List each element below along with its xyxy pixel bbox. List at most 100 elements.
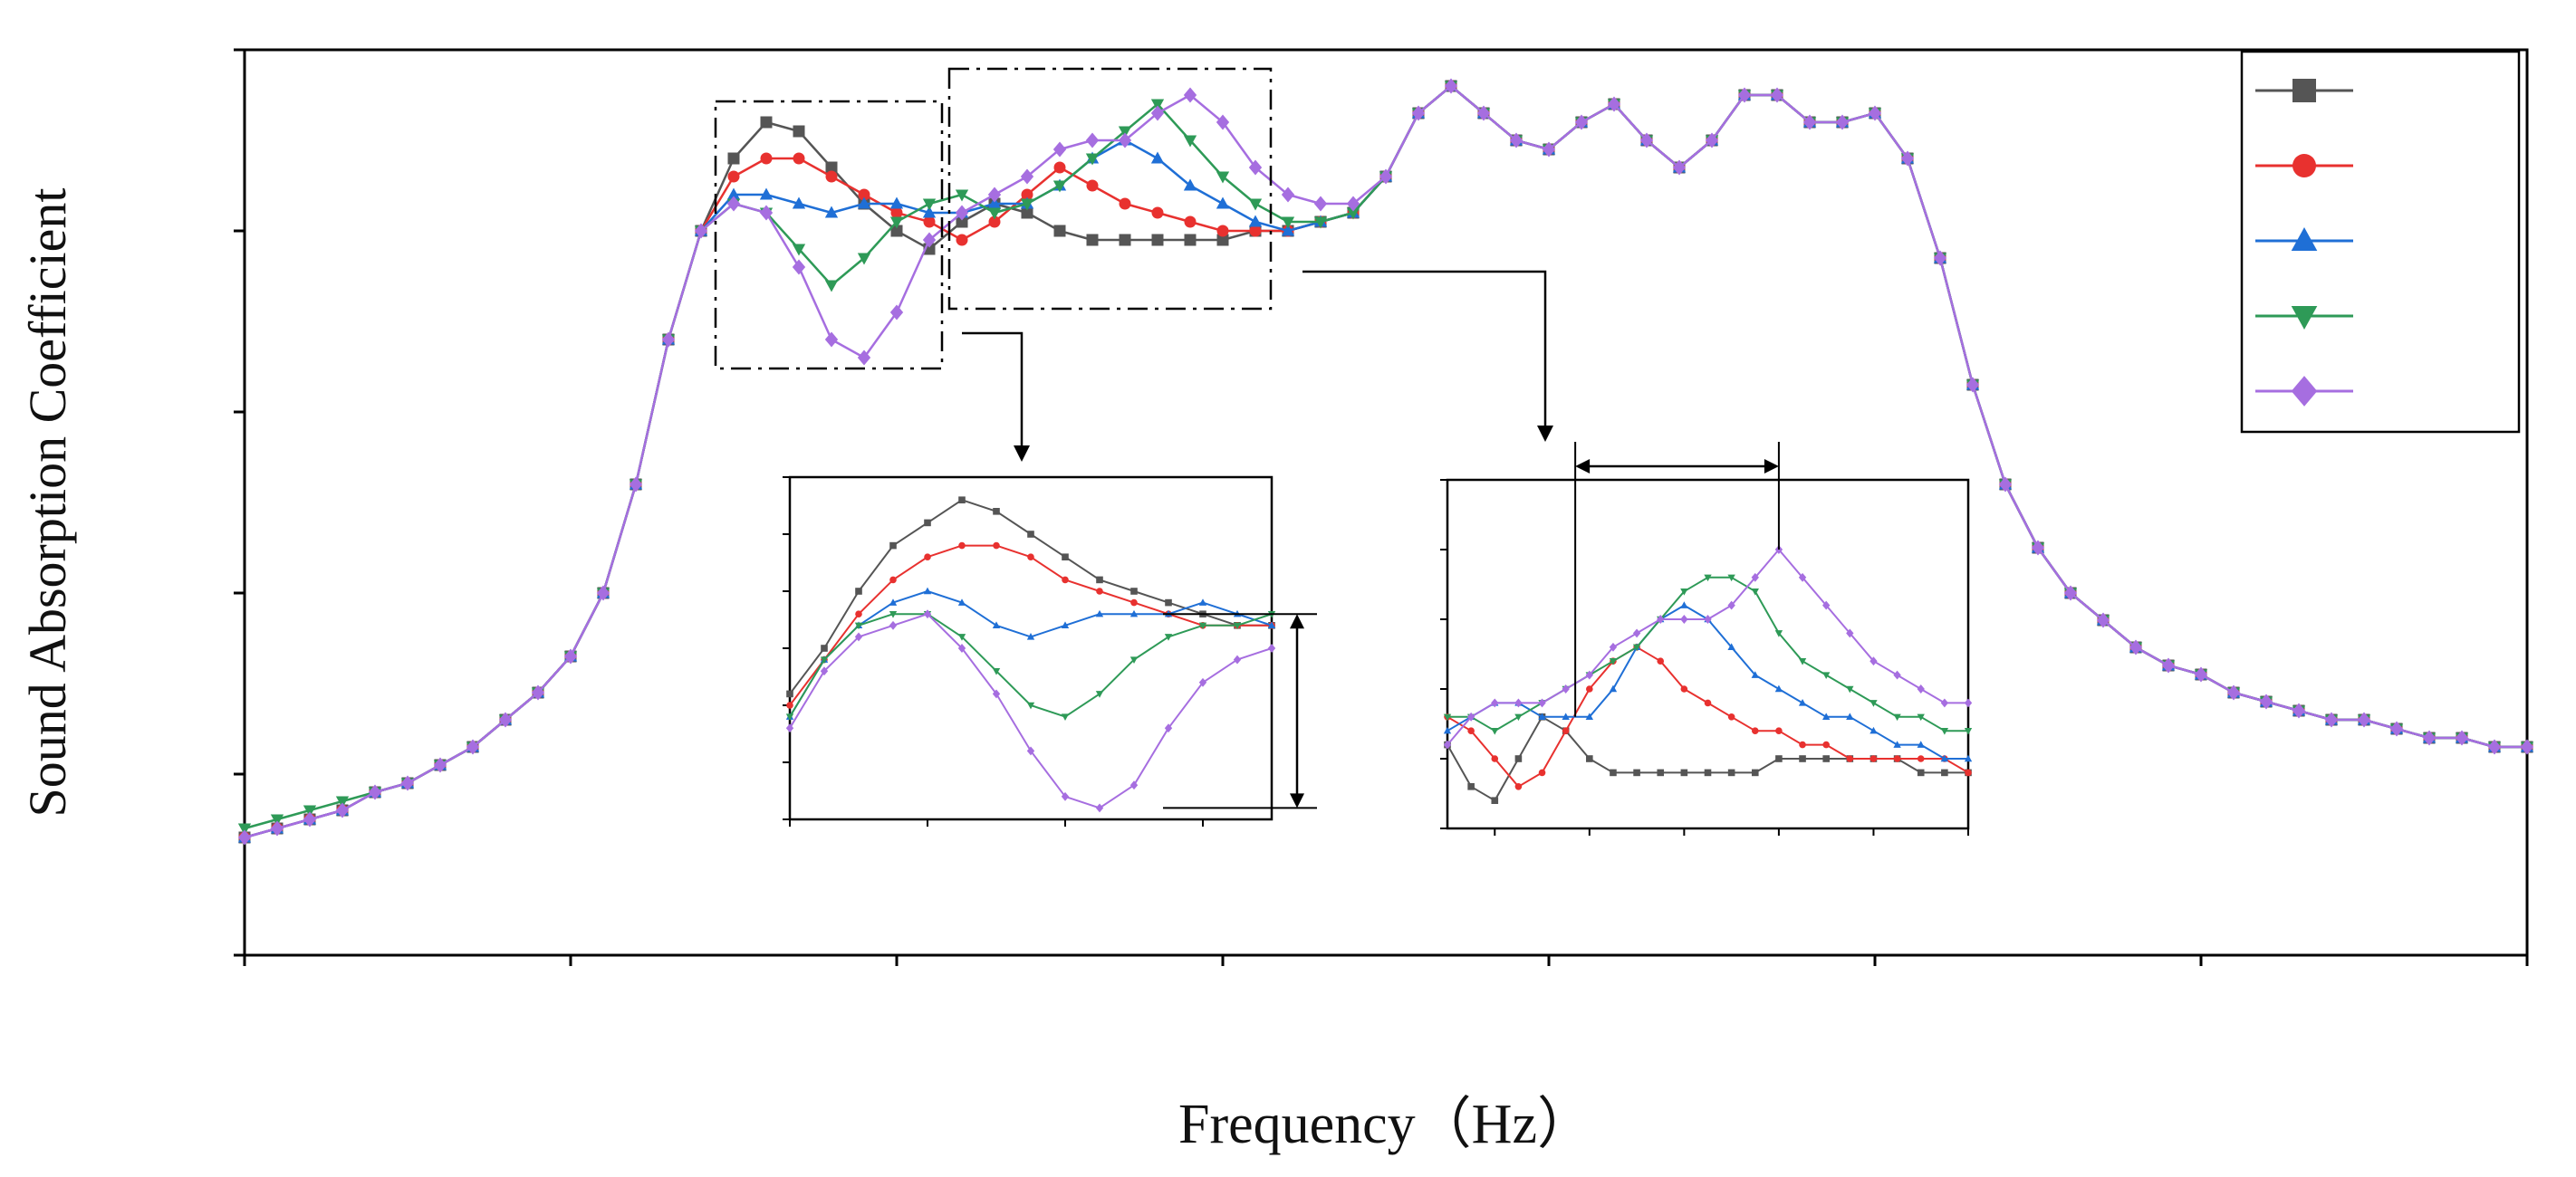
data-point xyxy=(1822,600,1831,610)
data-point xyxy=(1514,698,1523,708)
data-point xyxy=(2129,639,2143,655)
data-point xyxy=(1129,780,1139,790)
data-point xyxy=(694,223,708,239)
legend-marker xyxy=(2291,305,2318,330)
data-point xyxy=(785,723,794,733)
legend xyxy=(2240,50,2521,434)
data-point xyxy=(1198,677,1207,687)
data-point xyxy=(1027,553,1034,560)
data-point xyxy=(2422,730,2437,746)
data-point xyxy=(1476,105,1491,121)
inset-right-frame xyxy=(1446,478,1970,830)
data-point xyxy=(1998,476,2013,493)
data-point xyxy=(661,331,676,348)
series-4-10 xyxy=(237,78,2534,846)
legend-marker xyxy=(2292,154,2316,177)
data-point xyxy=(855,588,862,595)
data-point xyxy=(1727,643,1735,651)
data-point xyxy=(993,508,1000,515)
data-point xyxy=(1585,713,1593,721)
data-point xyxy=(1933,250,1947,266)
data-point xyxy=(1893,755,1901,762)
data-point xyxy=(1917,755,1925,762)
data-point xyxy=(1118,126,1132,139)
data-point xyxy=(1467,783,1475,790)
data-point xyxy=(433,757,447,773)
data-point xyxy=(1346,196,1360,212)
data-point xyxy=(1751,727,1759,734)
data-point xyxy=(857,253,871,265)
data-point xyxy=(824,280,839,292)
data-point xyxy=(1086,234,1099,246)
data-point xyxy=(820,666,829,676)
data-point xyxy=(792,244,806,256)
data-point xyxy=(1216,234,1229,246)
data-point xyxy=(1798,572,1807,582)
data-point xyxy=(2324,712,2339,728)
data-point xyxy=(1798,657,1807,665)
data-point xyxy=(1727,600,1735,610)
data-point xyxy=(854,632,863,642)
data-point xyxy=(1751,572,1759,582)
inset-left-frame xyxy=(788,475,1274,821)
data-point xyxy=(1632,644,1641,652)
data-point xyxy=(1313,196,1328,212)
data-point xyxy=(1799,741,1806,749)
data-point xyxy=(1893,741,1901,748)
data-point xyxy=(1657,657,1665,665)
data-point xyxy=(1798,699,1807,706)
data-point xyxy=(2194,666,2208,683)
data-point xyxy=(1026,746,1035,756)
series-4-00 xyxy=(785,610,1276,721)
data-point xyxy=(1751,671,1759,678)
annotation-arrow-head xyxy=(1575,459,1591,474)
legend-item-4-10 xyxy=(2255,376,2353,407)
data-point xyxy=(825,161,838,174)
data-point xyxy=(1130,588,1138,595)
data-point xyxy=(821,645,828,652)
data-point xyxy=(924,519,931,527)
data-point xyxy=(1467,727,1475,734)
data-point xyxy=(1770,87,1784,103)
data-point xyxy=(1822,755,1830,762)
data-point xyxy=(1822,741,1830,749)
data-point xyxy=(1609,684,1618,693)
data-point xyxy=(1021,206,1033,219)
data-point xyxy=(1542,141,1556,158)
data-point xyxy=(890,225,903,237)
data-point xyxy=(1150,99,1165,111)
data-point xyxy=(987,187,1002,203)
data-point xyxy=(1053,141,1067,158)
data-point xyxy=(1466,712,1475,722)
data-point xyxy=(1491,698,1499,708)
data-point xyxy=(889,304,904,321)
data-point xyxy=(1198,622,1207,630)
data-point xyxy=(1130,598,1138,607)
zoom-arrow-right-head xyxy=(1537,426,1553,442)
data-point xyxy=(1868,105,1882,121)
data-point xyxy=(1822,672,1831,679)
data-point xyxy=(1965,769,1972,777)
inset-right-chart xyxy=(1440,442,1973,836)
data-point xyxy=(1491,755,1499,762)
data-point xyxy=(1657,769,1665,777)
data-point xyxy=(1822,713,1831,721)
data-point xyxy=(1443,713,1452,722)
data-point xyxy=(1633,769,1640,777)
series-4-00 xyxy=(1443,574,1973,735)
data-point xyxy=(400,775,415,791)
annotation-arrow-head xyxy=(1290,793,1304,809)
data-point xyxy=(2357,712,2371,728)
data-point xyxy=(1443,740,1452,750)
data-point xyxy=(760,116,773,129)
data-point xyxy=(992,689,1001,699)
data-point xyxy=(531,684,545,701)
data-point xyxy=(793,125,805,138)
x-axis-title: Frequency（Hz） xyxy=(1178,1094,1593,1155)
data-point xyxy=(1538,713,1546,721)
data-point xyxy=(1086,179,1099,192)
data-point xyxy=(1164,634,1173,641)
legend-item-4-00 xyxy=(2255,305,2353,330)
